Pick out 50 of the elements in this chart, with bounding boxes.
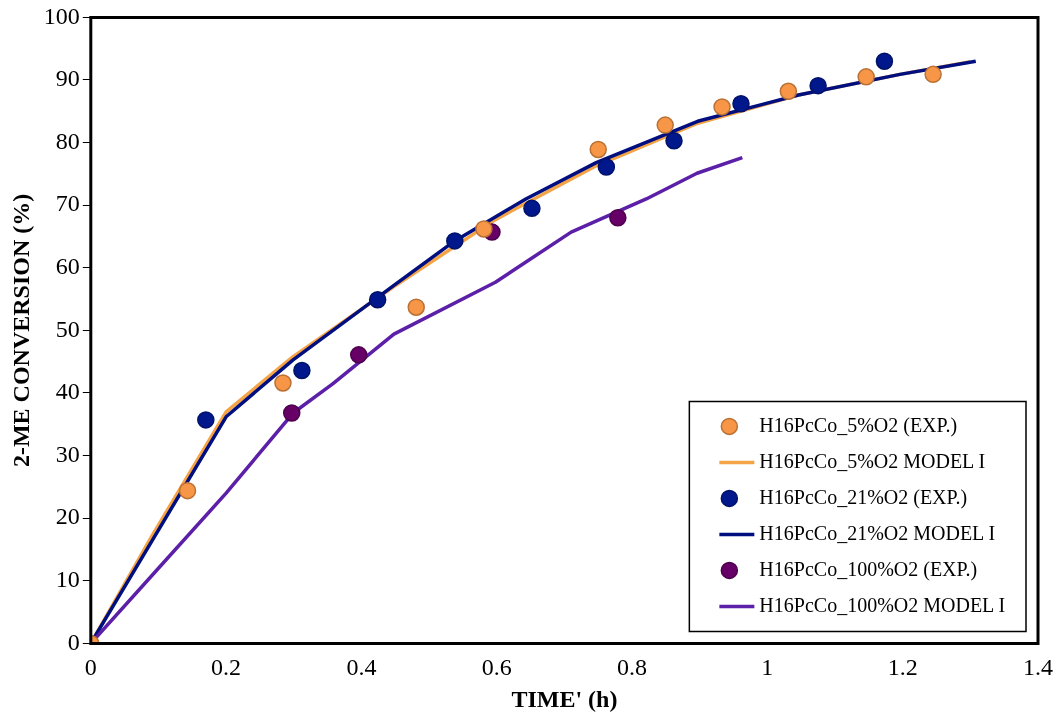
point <box>857 68 875 86</box>
x-tick-label: 0.6 <box>481 654 512 681</box>
y-tick-label: 70 <box>55 190 80 217</box>
point <box>282 404 301 422</box>
y-tick-label: 10 <box>55 566 80 593</box>
point <box>924 65 942 84</box>
point <box>407 298 425 316</box>
point <box>713 98 731 116</box>
y-tick-label: 50 <box>55 315 80 342</box>
point <box>665 131 683 150</box>
y-tick-label: 60 <box>55 253 80 280</box>
point <box>293 361 311 380</box>
legend-label: H16PcCo_21%O2 MODEL I <box>759 521 996 544</box>
legend-label: H16PcCo_100%O2 (EXP.) <box>759 557 978 581</box>
legend-label: H16PcCo_5%O2 (EXP.) <box>759 413 958 437</box>
point <box>809 76 827 95</box>
y-tick-label: 20 <box>55 503 80 530</box>
point <box>178 481 197 500</box>
legend-label: H16PcCo_5%O2 MODEL I <box>759 449 986 472</box>
y-tick-label: 30 <box>55 440 80 467</box>
point <box>523 199 541 218</box>
y-axis-title: 2-ME CONVERSION (%) <box>7 193 34 468</box>
point <box>779 82 798 101</box>
x-tick-label: 1.2 <box>887 654 918 681</box>
x-tick-label: 0.4 <box>346 654 377 681</box>
point <box>475 220 493 238</box>
point <box>197 411 215 429</box>
y-tick-label: 80 <box>55 127 80 154</box>
x-tick-label: 0.8 <box>617 654 648 681</box>
legend-label: H16PcCo_21%O2 (EXP.) <box>759 485 968 509</box>
point <box>589 140 607 159</box>
legend-label: H16PcCo_100%O2 MODEL I <box>759 593 1006 616</box>
point <box>446 232 464 250</box>
point <box>597 158 616 176</box>
y-tick-label: 0 <box>67 628 80 655</box>
y-tick-label: 40 <box>55 378 80 405</box>
y-tick-label: 100 <box>43 2 80 29</box>
point <box>732 95 750 113</box>
x-axis-title: TIME' (h) <box>511 685 618 712</box>
point <box>368 290 387 309</box>
point <box>609 208 627 227</box>
x-tick-label: 0.2 <box>211 654 242 681</box>
x-tick-label: 1.4 <box>1023 654 1053 681</box>
point <box>274 374 292 392</box>
point <box>656 116 674 134</box>
x-tick-label: 0 <box>84 654 97 681</box>
point <box>349 346 368 364</box>
y-tick-label: 90 <box>55 65 80 92</box>
point <box>875 52 894 70</box>
x-tick-label: 1 <box>761 654 774 681</box>
